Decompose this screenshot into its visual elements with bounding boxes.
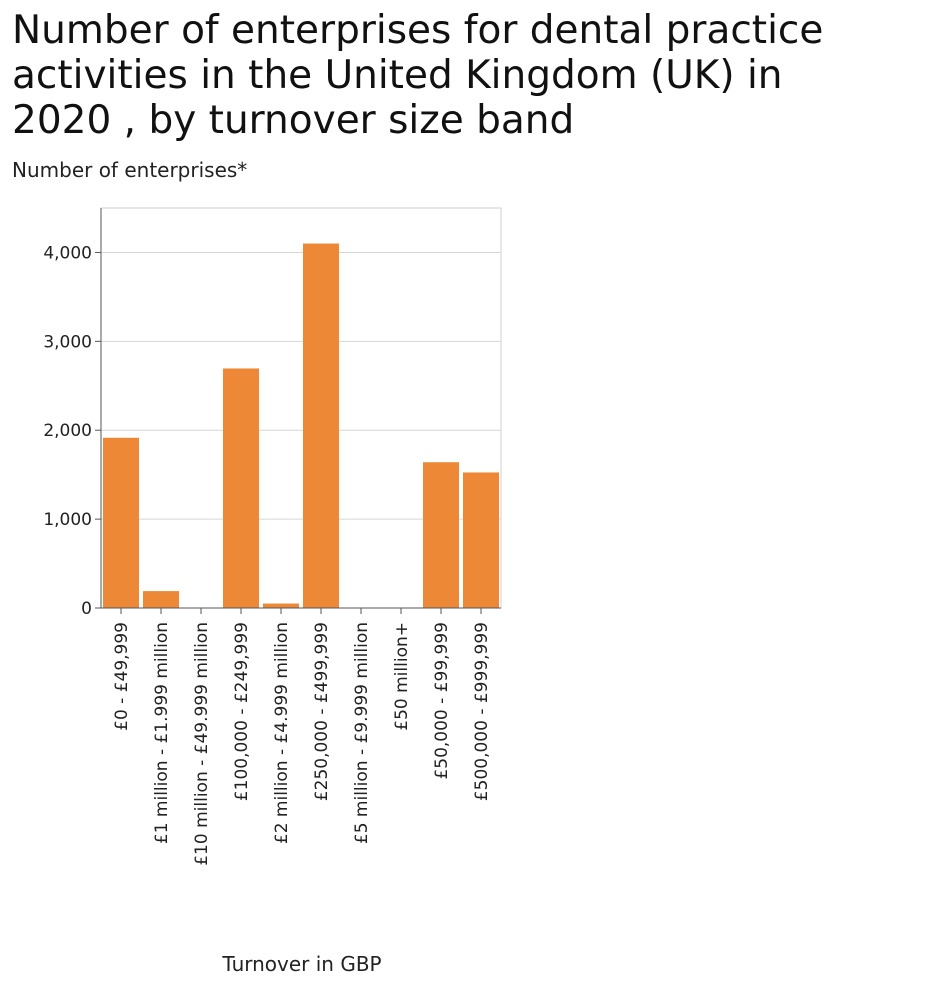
bar bbox=[423, 462, 459, 608]
y-tick-label: 0 bbox=[81, 599, 92, 619]
x-tick-label: £50 million+ bbox=[392, 622, 412, 731]
bar bbox=[223, 368, 259, 608]
x-tick-label: £50,000 - £99,999 bbox=[432, 622, 452, 780]
chart-title: Number of enterprises for dental practic… bbox=[12, 8, 932, 143]
y-tick-label: 4,000 bbox=[43, 243, 92, 263]
x-tick-label: £250,000 - £499,999 bbox=[312, 622, 332, 801]
bar bbox=[263, 603, 299, 608]
x-tick-label: £1 million - £1.999 million bbox=[152, 622, 172, 844]
chart-title-line-3: 2020 , by turnover size band bbox=[12, 98, 575, 143]
x-tick-label: £2 million - £4.999 million bbox=[272, 622, 292, 844]
x-tick-label: £5 million - £9.999 million bbox=[352, 622, 372, 844]
bar bbox=[463, 472, 499, 608]
y-axis-title: Number of enterprises* bbox=[12, 158, 248, 182]
bar bbox=[303, 243, 339, 609]
bar bbox=[143, 591, 179, 608]
x-tick-label: £0 - £49,999 bbox=[112, 622, 132, 731]
x-axis-title: Turnover in GBP bbox=[222, 952, 382, 976]
x-tick-label: £500,000 - £999,999 bbox=[472, 622, 492, 801]
y-tick-label: 3,000 bbox=[43, 332, 92, 352]
x-tick-label: £100,000 - £249,999 bbox=[232, 622, 252, 801]
y-tick-label: 1,000 bbox=[43, 510, 92, 530]
x-tick-label: £10 million - £49.999 million bbox=[192, 622, 212, 866]
chart-title-line-1: Number of enterprises for dental practic… bbox=[12, 8, 824, 53]
chart-title-line-2: activities in the United Kingdom (UK) in bbox=[12, 53, 783, 98]
bar bbox=[103, 437, 139, 608]
y-tick-label: 2,000 bbox=[43, 421, 92, 441]
